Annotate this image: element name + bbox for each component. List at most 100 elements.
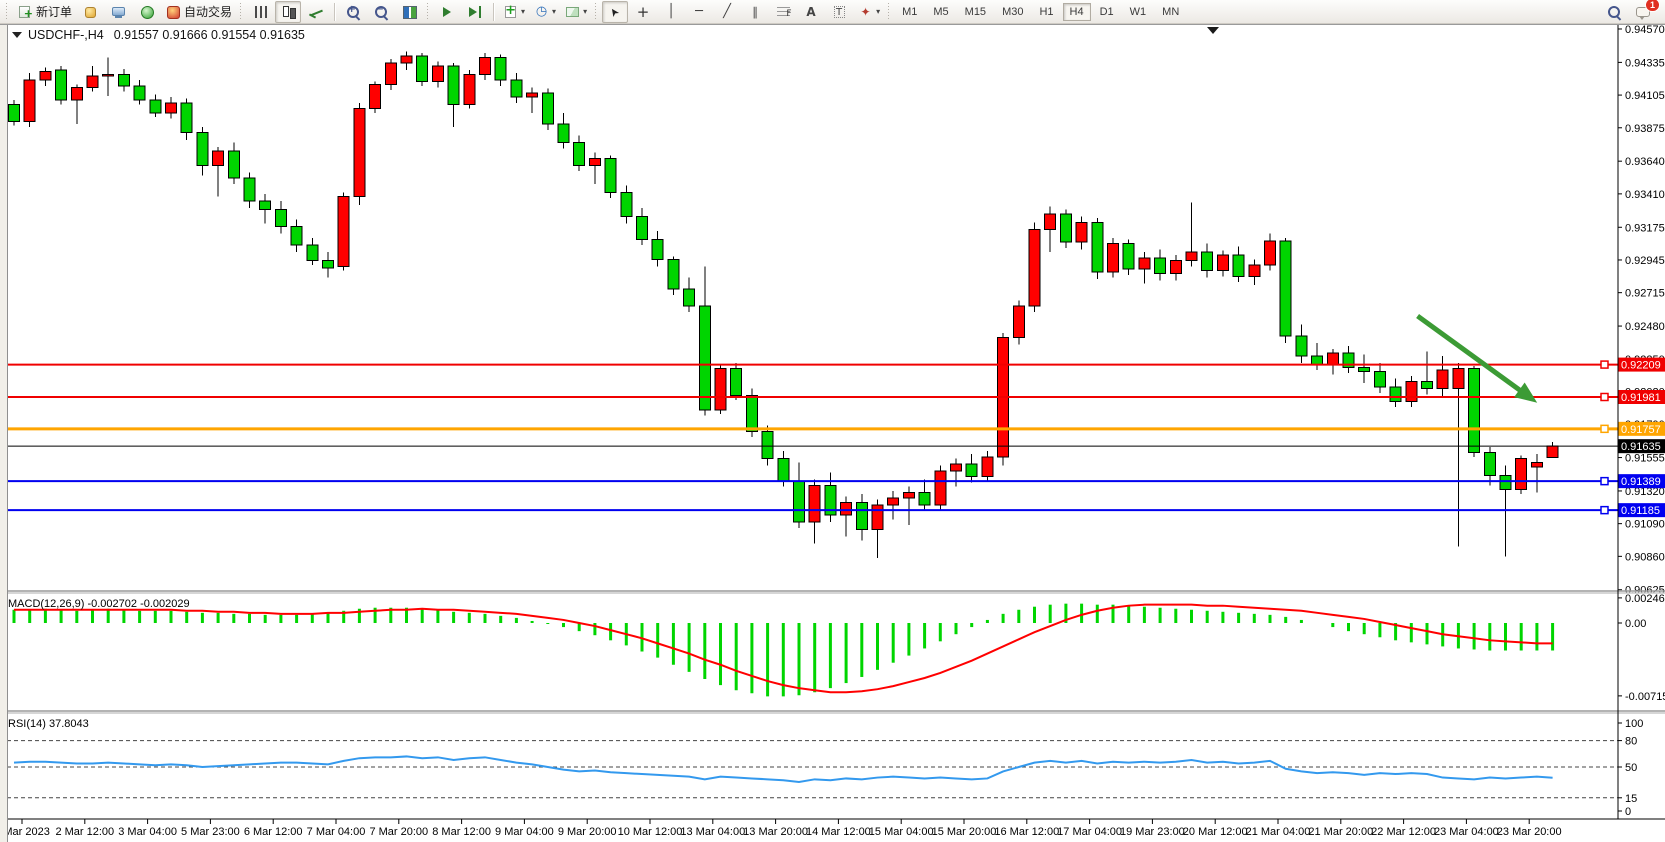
fibonacci-button[interactable]: [770, 1, 796, 23]
time-tick-label: 21 Mar 04:00: [1246, 826, 1311, 838]
time-tick-label: 10 Mar 12:00: [618, 826, 683, 838]
chevron-down-icon[interactable]: ▾: [552, 7, 557, 16]
level-line-anchor[interactable]: [1600, 505, 1609, 515]
text-a-icon: A: [806, 4, 816, 19]
cursor-button[interactable]: [602, 0, 629, 23]
price-tick-label: 0.92945: [1625, 255, 1665, 267]
time-axis[interactable]: 1 Mar 2023 2 Mar 12:00 3 Mar 04:00 5 Mar 23…: [0, 819, 1562, 838]
timeframe-M5[interactable]: M5: [933, 5, 949, 18]
line-chart-button[interactable]: [303, 1, 329, 23]
candle-body: [1515, 457, 1528, 491]
candle-body: [1295, 335, 1308, 357]
market-watch-button[interactable]: [77, 1, 103, 23]
arrows-button[interactable]: ✦ ▾: [854, 1, 883, 23]
timeframe-H1[interactable]: H1: [1039, 5, 1054, 18]
toolbar-grip: [886, 2, 892, 21]
candle-body: [1107, 243, 1119, 273]
level-line-anchor[interactable]: [1600, 360, 1609, 369]
timeframe-W1[interactable]: W1: [1129, 5, 1147, 18]
candle-body: [337, 196, 350, 267]
zoom-in-button[interactable]: +: [340, 1, 366, 23]
new-order-button[interactable]: 新订单: [13, 1, 75, 23]
symbol-period-label: USDCHF-,H4: [28, 28, 104, 42]
arrow-shaft[interactable]: [1416, 313, 1529, 398]
periods-button[interactable]: ◷ ▾: [530, 1, 559, 23]
equidistant-channel-button[interactable]: ∥: [742, 1, 768, 23]
rsi-tick-label: 15: [1625, 793, 1637, 805]
chevron-down-icon[interactable]: ▾: [876, 7, 881, 16]
terminal-button[interactable]: [105, 1, 131, 23]
chart-shift-button[interactable]: [462, 1, 488, 23]
horizontal-level-line[interactable]: 0.91981: [0, 389, 1665, 404]
candle-body: [1012, 305, 1025, 338]
candle-body: [165, 102, 177, 114]
timeframe-M1[interactable]: M1: [902, 5, 918, 18]
trend-arrow-object[interactable]: [1416, 313, 1538, 403]
timeframe-MN[interactable]: MN: [1162, 5, 1180, 18]
toolbar-grip: [425, 2, 431, 21]
ohlc-quote: 0.91557 0.91666 0.91554 0.91635: [113, 28, 305, 42]
trendline-button[interactable]: ╱: [714, 1, 740, 23]
horizontal-level-line[interactable]: 0.91185: [0, 503, 1665, 518]
search-button[interactable]: [1601, 1, 1627, 23]
macd-indicator-label: MACD(12,26,9) -0.002702 -0.002029: [8, 598, 190, 610]
crosshair-button[interactable]: +: [630, 1, 656, 23]
timeframe-M30[interactable]: M30: [1002, 5, 1024, 18]
time-tick-label: 14 Mar 12:00: [806, 826, 871, 838]
level-line-anchor[interactable]: [1600, 476, 1609, 486]
price-tick-label: 0.92715: [1625, 288, 1665, 300]
auto-scroll-button[interactable]: [434, 1, 460, 23]
candlestick-chart-button[interactable]: [275, 0, 302, 23]
time-tick-label: 22 Mar 12:00: [1371, 826, 1436, 838]
symbol-dropdown-icon[interactable]: [12, 32, 22, 38]
auto-scroll-icon: [439, 4, 456, 20]
time-tick-label: 20 Mar 12:00: [1183, 826, 1248, 838]
time-tick-label: 1 Mar 2023: [0, 826, 50, 838]
templates-button[interactable]: ▾: [561, 1, 590, 23]
current-price-line[interactable]: 0.91635: [0, 439, 1665, 454]
candle-body: [902, 491, 915, 499]
candle-body: [1373, 371, 1386, 388]
time-tick-label: 16 Mar 12:00: [994, 826, 1059, 838]
candle-body: [1091, 221, 1104, 273]
level-line-anchor[interactable]: [1600, 392, 1609, 402]
candle-body: [149, 99, 162, 114]
toolbar-grip: [593, 2, 599, 21]
timeframe-H4[interactable]: H4: [1062, 2, 1091, 21]
candle-body: [23, 79, 36, 122]
candle-body: [55, 69, 68, 101]
auto-trading-button[interactable]: 自动交易: [161, 1, 235, 23]
horizontal-level-line[interactable]: 0.91389: [0, 474, 1665, 489]
chart-shift-marker[interactable]: [1207, 27, 1219, 34]
candle-body: [1483, 452, 1496, 476]
community-button[interactable]: 1: [1629, 0, 1660, 23]
level-line-anchor[interactable]: [1600, 424, 1609, 434]
chevron-down-icon[interactable]: ▾: [583, 7, 588, 16]
timeframe-M15[interactable]: M15: [964, 5, 987, 18]
chevron-down-icon[interactable]: ▾: [521, 7, 526, 16]
horizontal-level-line[interactable]: 0.91757: [0, 421, 1665, 436]
indicators-button[interactable]: ▾: [499, 1, 528, 23]
timeframe-D1[interactable]: D1: [1099, 5, 1114, 18]
text-label-button[interactable]: [826, 1, 852, 23]
rsi-tick-label: 80: [1625, 736, 1637, 748]
candle-body: [965, 463, 978, 478]
price-tick-label: 0.91090: [1625, 519, 1665, 531]
candle-body: [636, 216, 648, 240]
candle-body: [1436, 369, 1449, 390]
zoom-out-button[interactable]: −: [368, 1, 394, 23]
chart-window: USDCHF-,H4 0.91557 0.91666 0.91554 0.916…: [0, 24, 1665, 842]
zoom-out-icon: −: [373, 4, 390, 20]
candle-body: [1122, 243, 1135, 270]
macd-tick-label: 0.002466: [1625, 593, 1665, 605]
horizontal-level-line[interactable]: 0.92209: [0, 357, 1665, 372]
text-button[interactable]: A: [798, 1, 824, 23]
horizontal-line-button[interactable]: ─: [686, 1, 712, 23]
chart-canvas[interactable]: 0.94570 0.94335 0.94105 0.93875 0.93640 0.934…: [0, 25, 1665, 842]
tile-windows-button[interactable]: [396, 1, 422, 23]
bar-chart-button[interactable]: [247, 1, 273, 23]
price-tick-label: 0.93410: [1625, 189, 1665, 201]
vertical-line-button[interactable]: │: [658, 1, 684, 23]
signals-button[interactable]: [133, 1, 159, 23]
candle-body: [840, 501, 853, 516]
